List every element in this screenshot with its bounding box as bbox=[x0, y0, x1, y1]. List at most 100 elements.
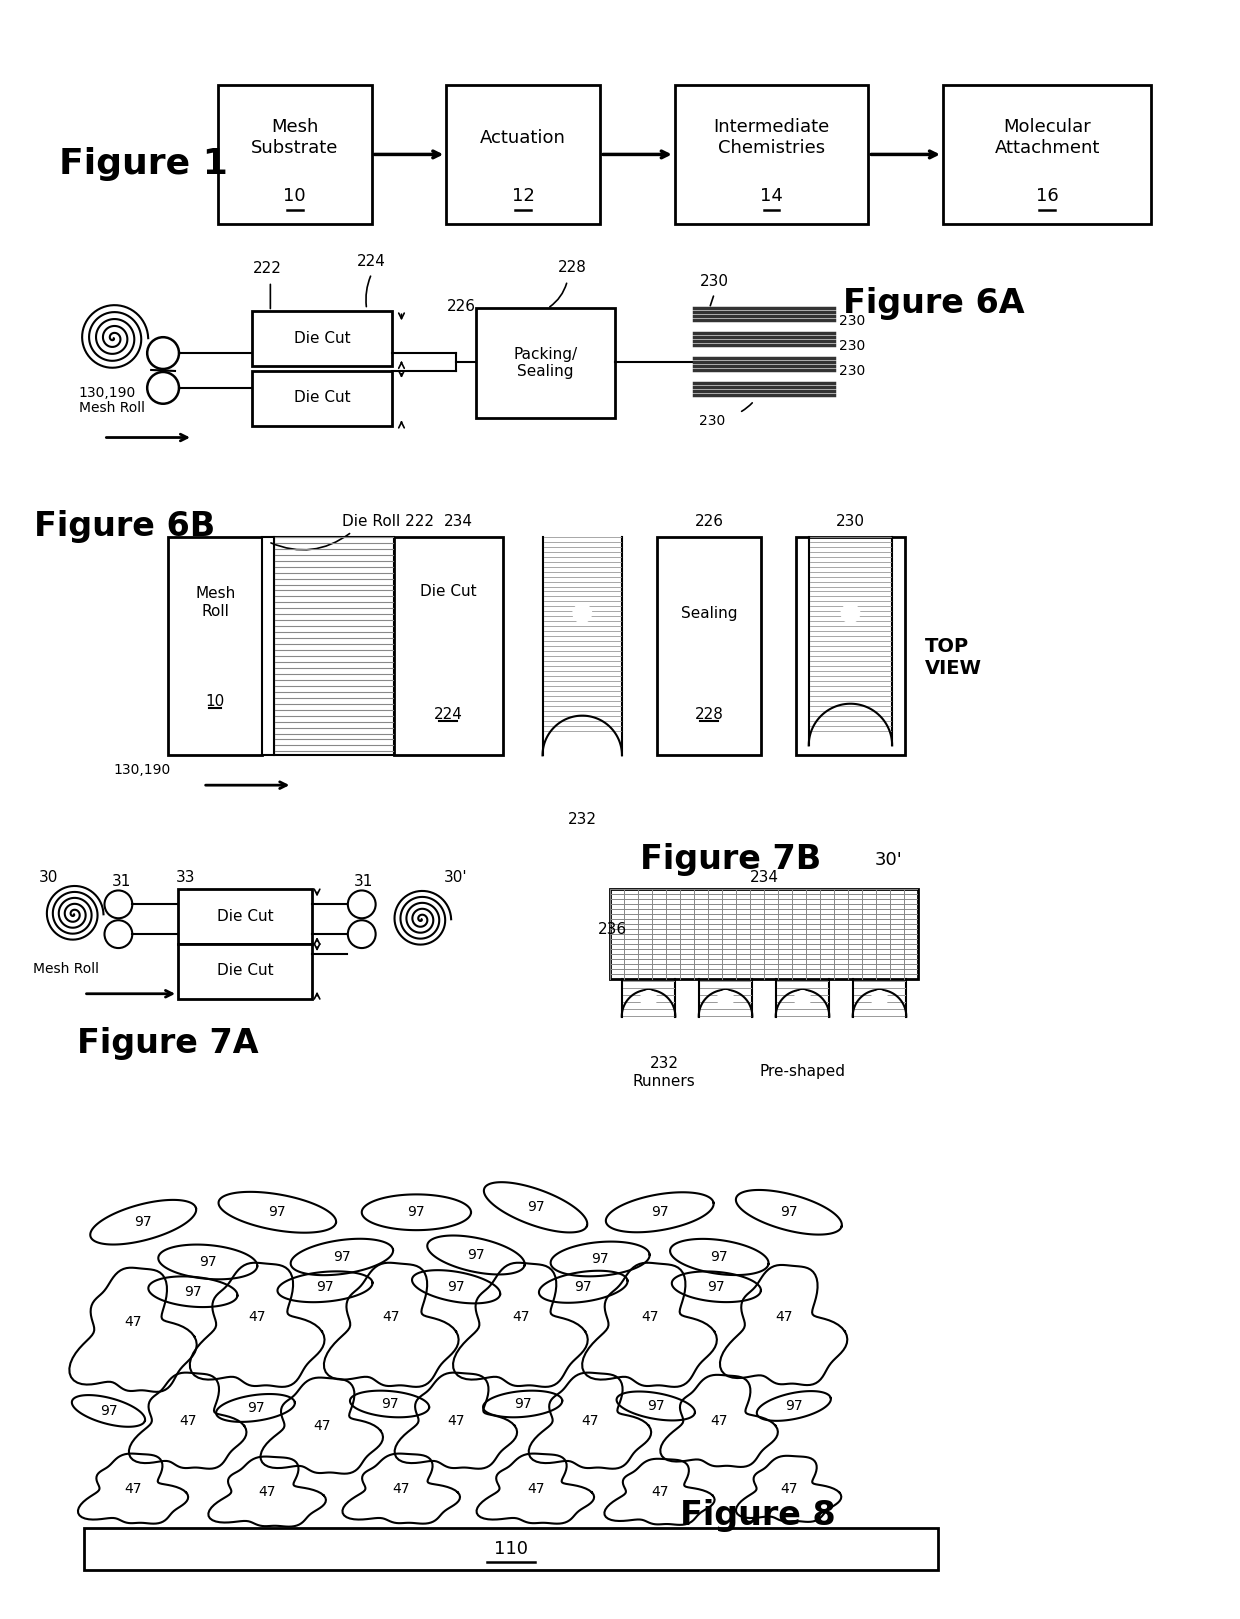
Text: Figure 7A: Figure 7A bbox=[77, 1026, 259, 1060]
Bar bbox=[83, 1528, 937, 1570]
Text: Mesh
Substrate: Mesh Substrate bbox=[250, 118, 339, 157]
Circle shape bbox=[573, 604, 591, 622]
Text: 97: 97 bbox=[247, 1400, 264, 1415]
Text: 30': 30' bbox=[444, 869, 467, 886]
Text: Actuation: Actuation bbox=[480, 130, 567, 147]
Text: 97: 97 bbox=[334, 1250, 351, 1264]
Text: 33: 33 bbox=[176, 869, 196, 886]
Text: 236: 236 bbox=[598, 921, 627, 937]
Bar bbox=[446, 84, 600, 223]
Text: 97: 97 bbox=[651, 1205, 668, 1219]
Text: 10: 10 bbox=[206, 695, 224, 709]
Text: Packing/
Sealing: Packing/ Sealing bbox=[513, 346, 578, 379]
Text: 47: 47 bbox=[651, 1485, 668, 1499]
Text: 226: 226 bbox=[694, 515, 723, 529]
Text: Die Cut: Die Cut bbox=[420, 584, 476, 599]
Text: 97: 97 bbox=[269, 1205, 286, 1219]
Text: Die Roll 222: Die Roll 222 bbox=[342, 515, 434, 529]
Text: 47: 47 bbox=[711, 1413, 728, 1428]
Bar bbox=[796, 538, 905, 756]
Text: 47: 47 bbox=[448, 1413, 465, 1428]
Text: 47: 47 bbox=[527, 1483, 544, 1496]
Text: 97: 97 bbox=[408, 1205, 425, 1219]
Text: Figure 7B: Figure 7B bbox=[640, 843, 821, 876]
Text: 47: 47 bbox=[582, 1413, 599, 1428]
Text: 97: 97 bbox=[198, 1255, 217, 1269]
Text: 234: 234 bbox=[749, 869, 779, 886]
Bar bbox=[179, 944, 312, 999]
Text: 97: 97 bbox=[785, 1399, 802, 1413]
Text: 10: 10 bbox=[284, 188, 306, 206]
Text: Runners: Runners bbox=[632, 1073, 696, 1088]
Text: 97: 97 bbox=[448, 1279, 465, 1294]
Text: 97: 97 bbox=[99, 1404, 118, 1418]
Text: Molecular
Attachment: Molecular Attachment bbox=[994, 118, 1100, 157]
Circle shape bbox=[872, 991, 888, 1007]
Text: Figure 1: Figure 1 bbox=[58, 147, 228, 181]
Text: 30': 30' bbox=[874, 850, 901, 869]
Text: 16: 16 bbox=[1035, 188, 1059, 206]
Text: 47: 47 bbox=[780, 1483, 797, 1496]
Text: 110: 110 bbox=[494, 1540, 528, 1557]
Text: Mesh Roll: Mesh Roll bbox=[32, 962, 99, 976]
Text: 47: 47 bbox=[314, 1418, 331, 1433]
Text: 47: 47 bbox=[512, 1310, 529, 1324]
Text: 97: 97 bbox=[513, 1397, 532, 1412]
Text: 97: 97 bbox=[467, 1248, 485, 1261]
Text: 30: 30 bbox=[40, 869, 58, 886]
Circle shape bbox=[842, 604, 859, 622]
Text: Figure 6A: Figure 6A bbox=[843, 287, 1025, 321]
Text: 47: 47 bbox=[259, 1485, 277, 1499]
Bar bbox=[218, 84, 372, 223]
Text: TOP
VIEW: TOP VIEW bbox=[925, 636, 982, 677]
Text: 12: 12 bbox=[512, 188, 534, 206]
Bar bbox=[179, 889, 312, 944]
Text: Sealing: Sealing bbox=[681, 606, 737, 620]
Text: 228: 228 bbox=[558, 261, 587, 275]
Text: 230: 230 bbox=[838, 314, 864, 329]
Text: Figure 6B: Figure 6B bbox=[33, 510, 216, 544]
Text: 97: 97 bbox=[527, 1200, 544, 1214]
Bar bbox=[253, 371, 392, 426]
Text: 222: 222 bbox=[253, 261, 281, 277]
Text: Intermediate
Chemistries: Intermediate Chemistries bbox=[713, 118, 830, 157]
Text: 230: 230 bbox=[699, 274, 728, 290]
Text: 97: 97 bbox=[134, 1216, 153, 1229]
Text: 230: 230 bbox=[838, 338, 864, 353]
Text: 97: 97 bbox=[381, 1397, 398, 1412]
Text: Die Cut: Die Cut bbox=[217, 963, 273, 978]
Text: 47: 47 bbox=[641, 1310, 658, 1324]
Text: Die Cut: Die Cut bbox=[217, 908, 273, 924]
Text: 230: 230 bbox=[838, 364, 864, 377]
Text: Die Cut: Die Cut bbox=[294, 330, 351, 346]
Text: 47: 47 bbox=[249, 1310, 267, 1324]
Bar bbox=[253, 311, 392, 366]
Text: Mesh
Roll: Mesh Roll bbox=[195, 586, 236, 618]
Text: 224: 224 bbox=[357, 254, 386, 269]
Text: 97: 97 bbox=[574, 1279, 591, 1294]
Text: 47: 47 bbox=[124, 1315, 143, 1329]
Text: 226: 226 bbox=[446, 300, 476, 314]
Bar bbox=[169, 538, 263, 756]
Bar bbox=[393, 538, 502, 756]
Text: Die Cut: Die Cut bbox=[294, 390, 351, 405]
Circle shape bbox=[795, 991, 811, 1007]
Bar bbox=[274, 538, 393, 756]
Bar bbox=[263, 538, 274, 756]
Bar bbox=[610, 889, 918, 979]
Bar bbox=[657, 538, 761, 756]
Text: Pre-shaped: Pre-shaped bbox=[760, 1064, 846, 1078]
Text: 47: 47 bbox=[775, 1310, 792, 1324]
Text: 232: 232 bbox=[568, 813, 596, 827]
Text: 97: 97 bbox=[711, 1250, 728, 1264]
Text: 31: 31 bbox=[355, 874, 373, 889]
Text: 97: 97 bbox=[780, 1205, 797, 1219]
Bar bbox=[675, 84, 868, 223]
Text: 230: 230 bbox=[836, 515, 866, 529]
Text: 97: 97 bbox=[647, 1399, 665, 1413]
Text: 31: 31 bbox=[112, 874, 131, 889]
Text: 224: 224 bbox=[434, 708, 463, 722]
Text: 47: 47 bbox=[383, 1310, 401, 1324]
Text: Mesh Roll: Mesh Roll bbox=[78, 402, 145, 414]
Text: 47: 47 bbox=[179, 1413, 197, 1428]
